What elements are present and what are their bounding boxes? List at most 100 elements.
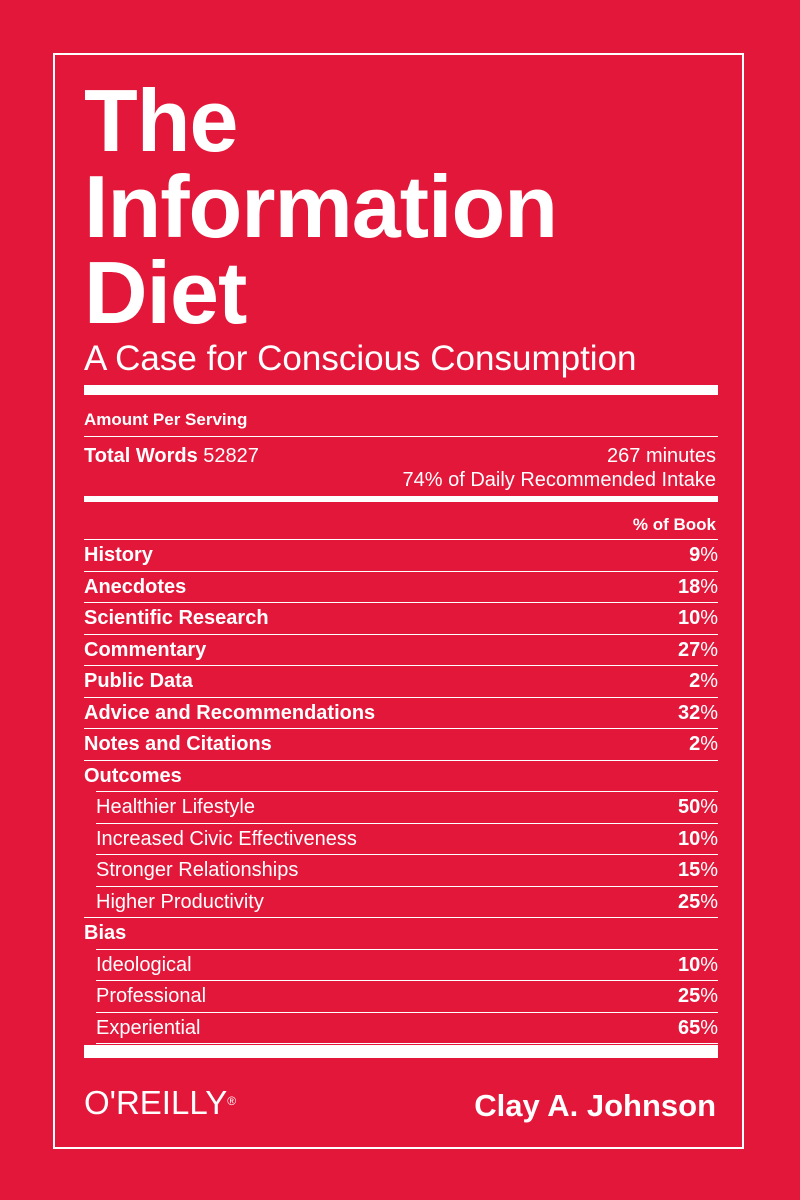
- row-value-percent: %: [700, 701, 718, 724]
- divider-thick: [84, 385, 718, 395]
- row-label: Scientific Research: [84, 606, 269, 629]
- title-line-3: Diet: [84, 243, 247, 342]
- row-value: 65%: [678, 1017, 718, 1040]
- row-value: 10%: [678, 828, 718, 851]
- table-row: Public Data 2%: [84, 669, 718, 693]
- row-divider: [96, 886, 718, 887]
- row-divider: [84, 571, 718, 572]
- row-label: Anecdotes: [84, 575, 187, 598]
- row-divider: [96, 823, 718, 824]
- table-row: Scientific Research 10%: [84, 606, 718, 630]
- row-value-number: 65: [677, 1016, 701, 1039]
- row-value: 10%: [678, 954, 718, 977]
- row-value-number: 2: [689, 732, 701, 755]
- total-words: Total Words 52827: [84, 444, 259, 468]
- total-words-label: Total Words: [84, 445, 198, 467]
- row-value-percent: %: [700, 953, 718, 976]
- row-divider: [84, 697, 718, 698]
- row-label: Advice and Recommendations: [84, 701, 376, 724]
- intake-info: 267 minutes 74% of Daily Recommended Int…: [403, 444, 717, 492]
- table-row: Experiential 65%: [84, 1016, 718, 1040]
- row-divider: [84, 665, 718, 666]
- row-value-percent: %: [700, 795, 718, 818]
- row-divider: [96, 1012, 718, 1013]
- total-words-value: 52827: [203, 445, 259, 467]
- row-value-percent: %: [700, 890, 718, 913]
- row-value-number: 2: [689, 669, 701, 692]
- row-divider: [84, 760, 718, 761]
- table-row: Stronger Relationships 15%: [84, 858, 718, 882]
- row-value: 2%: [689, 733, 718, 756]
- table-row: Ideological 10%: [84, 953, 718, 977]
- row-divider: [96, 791, 718, 792]
- table-row: Anecdotes 18%: [84, 575, 718, 599]
- row-value: 25%: [678, 985, 718, 1008]
- table-row: Outcomes: [84, 764, 718, 788]
- column-header: % of Book: [632, 515, 716, 534]
- row-value-percent: %: [700, 1016, 718, 1039]
- publisher-name: O'REILLY: [84, 1084, 228, 1121]
- cover-frame: [53, 53, 744, 1149]
- row-divider: [84, 634, 718, 635]
- row-divider: [84, 728, 718, 729]
- row-divider: [84, 539, 718, 540]
- row-label: Experiential: [96, 1016, 201, 1039]
- row-value: 2%: [689, 670, 718, 693]
- table-row: Higher Productivity 25%: [84, 890, 718, 914]
- row-value-number: 18: [677, 575, 701, 598]
- registered-mark: ®: [227, 1094, 237, 1108]
- row-value-percent: %: [700, 575, 718, 598]
- intake-minutes: 267 minutes: [607, 445, 716, 467]
- row-label: History: [84, 543, 153, 566]
- row-value: 50%: [678, 796, 718, 819]
- row-value-number: 50: [677, 795, 701, 818]
- row-divider: [96, 949, 718, 950]
- row-value-percent: %: [700, 638, 718, 661]
- row-label: Public Data: [84, 669, 193, 692]
- row-label: Bias: [84, 921, 127, 944]
- divider-medium: [84, 496, 718, 502]
- row-value-number: 25: [677, 890, 701, 913]
- row-value-number: 15: [677, 858, 701, 881]
- row-divider: [84, 917, 718, 918]
- book-subtitle: A Case for Conscious Consumption: [84, 339, 637, 378]
- row-value-percent: %: [700, 827, 718, 850]
- table-row: History 9%: [84, 543, 718, 567]
- row-value-number: 32: [677, 701, 701, 724]
- title-line-1: The: [84, 71, 238, 170]
- table-row: Bias: [84, 921, 718, 945]
- title-line-2: Information: [84, 157, 558, 256]
- row-value: 9%: [689, 544, 718, 567]
- book-title: The Information Diet: [84, 71, 744, 342]
- row-divider: [96, 854, 718, 855]
- row-divider: [84, 602, 718, 603]
- row-value-number: 27: [677, 638, 701, 661]
- intake-daily: 74% of Daily Recommended Intake: [402, 469, 717, 491]
- table-row: Healthier Lifestyle 50%: [84, 795, 718, 819]
- row-value-number: 10: [677, 827, 701, 850]
- row-divider: [96, 1043, 718, 1044]
- row-value: 32%: [678, 702, 718, 725]
- row-label: Healthier Lifestyle: [96, 795, 255, 818]
- table-row: Increased Civic Effectiveness 10%: [84, 827, 718, 851]
- table-row: Professional 25%: [84, 984, 718, 1008]
- table-row: Advice and Recommendations 32%: [84, 701, 718, 725]
- row-label: Commentary: [84, 638, 207, 661]
- divider-bottom: [84, 1045, 718, 1058]
- author-name: Clay A. Johnson: [474, 1088, 716, 1123]
- divider-thin: [84, 436, 718, 437]
- row-label: Increased Civic Effectiveness: [96, 827, 357, 850]
- row-label: Stronger Relationships: [96, 858, 299, 881]
- row-label: Higher Productivity: [96, 890, 264, 913]
- row-value-number: 10: [677, 953, 701, 976]
- row-value: 18%: [678, 576, 718, 599]
- row-value: 15%: [678, 859, 718, 882]
- row-label: Ideological: [96, 953, 192, 976]
- row-label: Professional: [96, 984, 207, 1007]
- serving-label: Amount Per Serving: [84, 410, 248, 429]
- row-divider: [96, 980, 718, 981]
- row-value-number: 10: [677, 606, 701, 629]
- row-value-percent: %: [700, 984, 718, 1007]
- row-value: 27%: [678, 639, 718, 662]
- row-value-number: 9: [689, 543, 701, 566]
